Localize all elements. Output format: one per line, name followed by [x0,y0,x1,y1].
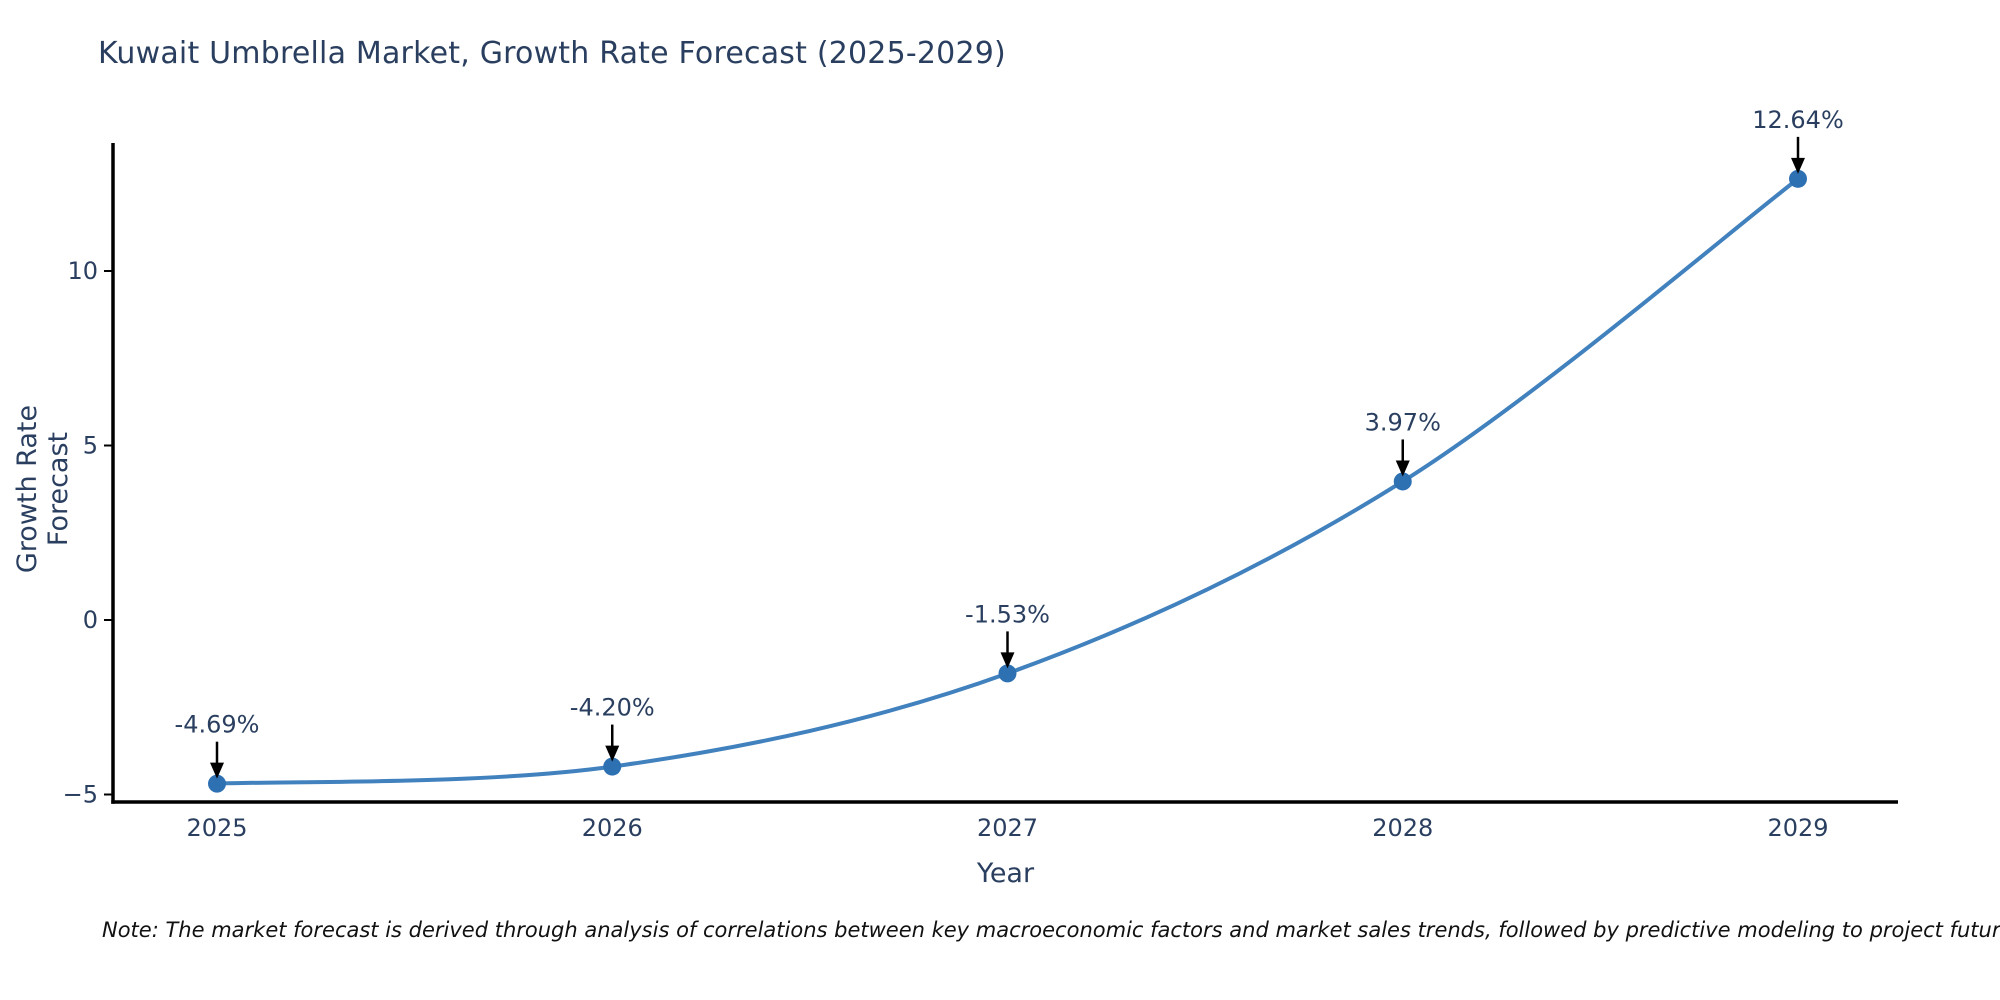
forecast-line [215,176,1800,786]
data-point-marker [603,757,622,776]
x-tick-label: 2026 [582,814,643,842]
point-annotation-label: -4.20% [570,694,655,722]
annotation-arrow-head [605,745,620,762]
data-point-marker [208,774,226,793]
point-annotation-label: 3.97% [1365,408,1441,436]
chart-title: Kuwait Umbrella Market, Growth Rate Fore… [98,36,1006,71]
x-axis-title: Year [976,858,1035,889]
chart-note: Note: The market forecast is derived thr… [102,918,2000,942]
annotation-arrow-head [1791,157,1805,174]
point-annotation-label: -1.53% [965,600,1050,628]
annotation-arrow-head [210,762,224,779]
x-tick-label: 2028 [1372,814,1433,842]
data-point-marker [1393,472,1412,491]
y-tick-label: 5 [83,432,98,460]
annotation-arrow-head [1000,652,1015,669]
annotation-arrow-head [1395,460,1410,477]
x-tick-label: 2029 [1767,814,1828,842]
point-annotation-label: 12.64% [1752,106,1844,134]
y-axis-title: Growth Rate Forecast [12,404,74,574]
y-tick-label: 0 [83,606,98,634]
data-point-marker [1789,169,1807,188]
point-annotation-label: -4.69% [175,711,260,739]
data-point-marker [998,664,1017,683]
y-tick-label: −5 [63,781,98,809]
x-tick-label: 2025 [186,814,247,842]
x-tick-label: 2027 [977,814,1038,842]
y-tick-label: 10 [67,257,98,285]
